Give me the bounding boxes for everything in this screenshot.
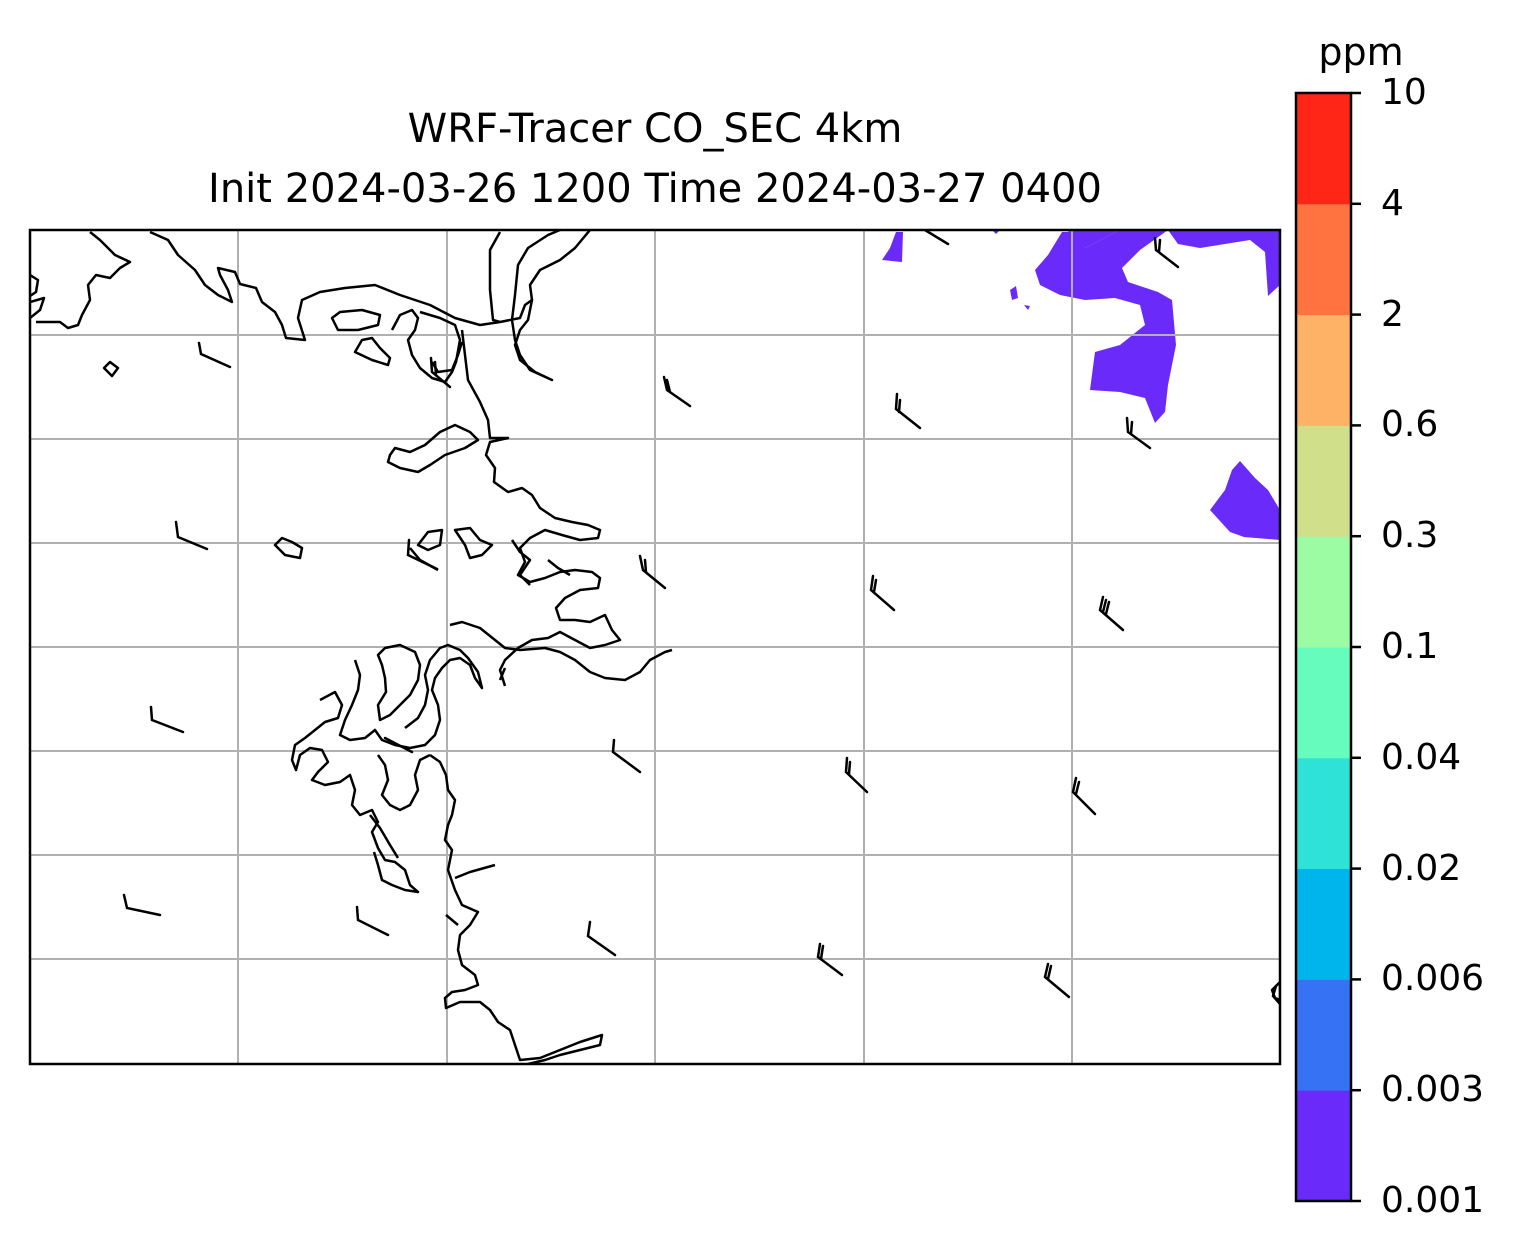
wind-barb: [174, 520, 209, 551]
wind-barb: [638, 554, 667, 590]
colorbar-band: [1296, 979, 1351, 1091]
wind-barb: [1125, 416, 1152, 450]
wind-barb: [1071, 776, 1097, 816]
colorbar: [1296, 93, 1351, 1202]
colorbar-band: [1296, 1090, 1351, 1202]
map-title-line-2: Init 2024-03-26 1200 Time 2024-03-27 040…: [208, 166, 1102, 212]
map-title-line-1: WRF-Tracer CO_SEC 4km: [407, 106, 903, 152]
coastline-northwest: [30, 231, 132, 330]
wind-barb: [149, 705, 185, 734]
colorbar-band: [1296, 93, 1351, 205]
wind-barb: [383, 736, 414, 754]
colorbar-tick-label: 0.001: [1381, 1180, 1485, 1221]
colorbar-tick-label: 0.1: [1381, 626, 1439, 667]
colorbar-band: [1296, 203, 1351, 316]
colorbar-tick-label: 0.003: [1381, 1069, 1485, 1111]
wind-barb: [355, 905, 390, 937]
wind-barb: [122, 893, 162, 917]
wind-barb: [197, 341, 232, 369]
wind-barb: [1153, 236, 1180, 269]
tracer-region-small-2: [1010, 286, 1018, 300]
coastline-island-2: [102, 360, 120, 378]
wind-barb: [406, 538, 439, 571]
wind-barb: [844, 756, 869, 794]
colorbar-unit-label: ppm: [1318, 30, 1404, 74]
coastline-channel-east: [488, 230, 591, 324]
coastline-main-peninsula: [460, 329, 622, 687]
colorbar-tick-label: 0.3: [1381, 515, 1439, 557]
colorbar-band: [1296, 647, 1351, 759]
wind-barb: [869, 574, 896, 612]
colorbar-tick-label: 4: [1381, 182, 1404, 224]
wind-barb: [1098, 595, 1125, 632]
coastline-inner-bay: [353, 308, 462, 384]
tracer-region-north: [1062, 230, 1280, 296]
colorbar-band: [1296, 314, 1351, 426]
tracer-region-east: [1210, 461, 1280, 540]
wind-barb: [1043, 962, 1071, 999]
tracer-region-ne: [1035, 230, 1176, 423]
coastline-south-inlets: [290, 690, 420, 894]
tracer-region-small-1: [882, 232, 903, 262]
coastline-south-peninsula: [429, 753, 604, 1064]
colorbar-tick-label: 2: [1381, 293, 1404, 335]
wind-barb: [429, 356, 452, 389]
colorbar-tick-label: 10: [1381, 72, 1427, 113]
wind-barb: [662, 375, 692, 408]
coastline-mid-islands: [273, 526, 494, 572]
map-frame: [28, 228, 1282, 1066]
wind-barb: [586, 920, 617, 957]
colorbar-band: [1296, 868, 1351, 980]
coastlines: [30, 230, 1280, 1064]
wind-barb: [816, 942, 844, 977]
gridlines: [30, 230, 1280, 1064]
wind-barb: [894, 392, 922, 430]
colorbar-ticks: [1351, 91, 1361, 1203]
tracer-region-small-3: [1024, 305, 1030, 310]
colorbar-tick-label: 0.006: [1381, 958, 1485, 1000]
coastline-south-inner: [369, 667, 507, 926]
colorbar-band: [1296, 425, 1351, 537]
tracer-fill: [882, 230, 1280, 540]
colorbar-tick-label: 0.6: [1381, 404, 1439, 446]
coastline-island-1: [330, 308, 382, 332]
coastline-central-delta: [449, 539, 673, 682]
coastline-southwest-complex: [338, 643, 484, 750]
colorbar-tick-label: 0.04: [1381, 736, 1462, 778]
colorbar-band: [1296, 757, 1351, 870]
wind-barb: [611, 738, 642, 774]
wind-barbs: [122, 230, 1280, 1006]
colorbar-tick-label: 0.02: [1381, 847, 1462, 889]
colorbar-band: [1296, 536, 1351, 648]
wind-barb: [923, 230, 950, 246]
wind-barb: [1271, 984, 1280, 1006]
coastline-north-main: [149, 230, 561, 382]
